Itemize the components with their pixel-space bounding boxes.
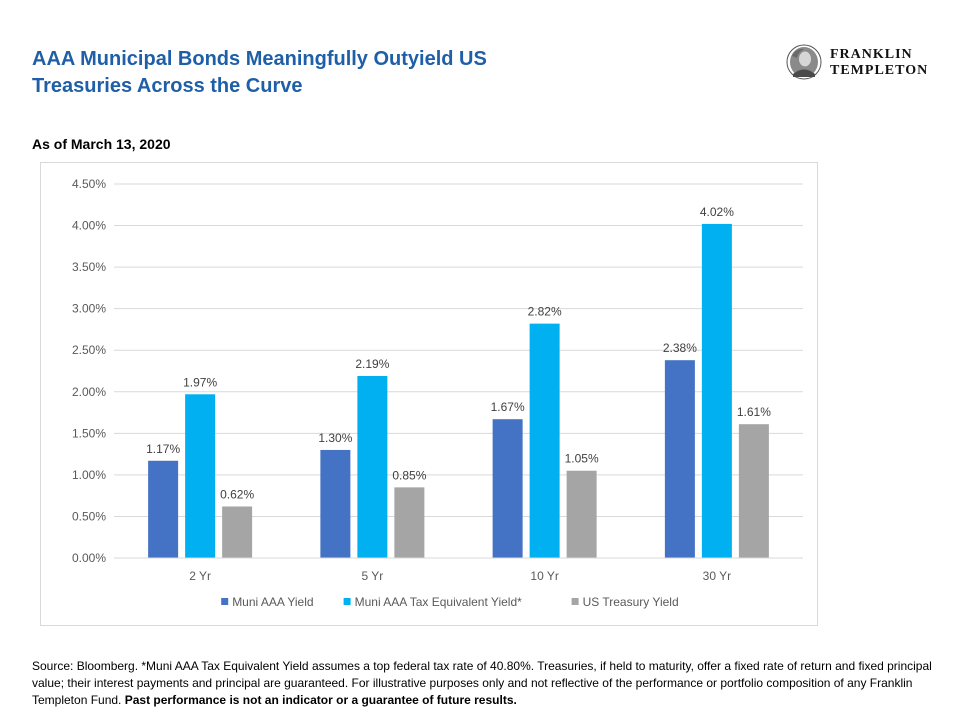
footnote-text: Source: Bloomberg. *Muni AAA Tax Equival…: [32, 659, 932, 707]
franklin-portrait-icon: [786, 44, 822, 80]
data-label: 2.82%: [528, 305, 562, 319]
bar-chart: 0.00% 0.50% 1.00% 1.50% 2.00% 2.50% 3.00% 3.50%…: [72, 177, 803, 609]
y-tick-label: 3.50%: [72, 260, 106, 274]
as-of-date: As of March 13, 2020: [32, 136, 171, 152]
bar: [320, 449, 351, 558]
data-label: 2.19%: [355, 357, 389, 371]
legend-swatch: [343, 598, 351, 605]
legend-label: Muni AAA Yield: [232, 595, 313, 609]
legend-label: US Treasury Yield: [583, 595, 679, 609]
bar: [222, 506, 253, 558]
legend-swatch: [571, 598, 579, 605]
legend-label: Muni AAA Tax Equivalent Yield*: [355, 595, 523, 609]
title-line-2: Treasuries Across the Curve: [32, 75, 303, 97]
legend-swatch: [221, 598, 229, 605]
bar: [148, 460, 179, 558]
y-tick-label: 2.50%: [72, 343, 106, 357]
y-tick-label: 1.50%: [72, 426, 106, 440]
bar: [394, 487, 425, 558]
logo-wordmark: FRANKLIN TEMPLETON: [830, 47, 928, 79]
bar: [738, 424, 769, 558]
bar: [566, 470, 597, 558]
x-tick-label: 10 Yr: [530, 569, 558, 583]
data-label: 1.17%: [146, 442, 180, 456]
y-tick-label: 2.00%: [72, 385, 106, 399]
bar: [701, 223, 732, 558]
data-label: 2.38%: [663, 341, 697, 355]
data-label: 1.30%: [318, 431, 352, 445]
data-label: 0.85%: [392, 468, 426, 482]
bar: [492, 419, 523, 558]
y-tick-label: 0.50%: [72, 509, 106, 523]
x-tick-label: 30 Yr: [703, 569, 731, 583]
y-tick-label: 0.00%: [72, 551, 106, 565]
chart-area: 0.00% 0.50% 1.00% 1.50% 2.00% 2.50% 3.00% 3.50%…: [40, 162, 818, 626]
x-tick-label: 2 Yr: [189, 569, 211, 583]
data-label: 1.97%: [183, 375, 217, 389]
data-label: 1.67%: [491, 400, 525, 414]
bar: [664, 360, 695, 558]
bar: [529, 323, 560, 558]
footnote-disclaimer: Past performance is not an indicator or …: [124, 693, 517, 707]
bar: [357, 375, 388, 558]
data-label: 1.05%: [565, 452, 599, 466]
logo-line-2: TEMPLETON: [830, 63, 929, 78]
y-tick-label: 1.00%: [72, 468, 106, 482]
data-label: 0.62%: [220, 487, 254, 501]
data-label: 4.02%: [700, 205, 734, 219]
y-tick-label: 4.50%: [72, 177, 106, 191]
y-tick-label: 4.00%: [72, 219, 106, 233]
franklin-templeton-logo: FRANKLIN TEMPLETON: [784, 44, 944, 84]
chart-title: AAA Municipal Bonds Meaningfully Outyiel…: [32, 46, 672, 100]
logo-line-1: FRANKLIN: [830, 47, 913, 62]
source-footnote: Source: Bloomberg. *Muni AAA Tax Equival…: [32, 658, 932, 709]
y-tick-label: 3.00%: [72, 302, 106, 316]
x-tick-label: 5 Yr: [361, 569, 383, 583]
data-label: 1.61%: [737, 405, 771, 419]
title-line-1: AAA Municipal Bonds Meaningfully Outyiel…: [32, 48, 487, 70]
bar: [185, 394, 216, 558]
